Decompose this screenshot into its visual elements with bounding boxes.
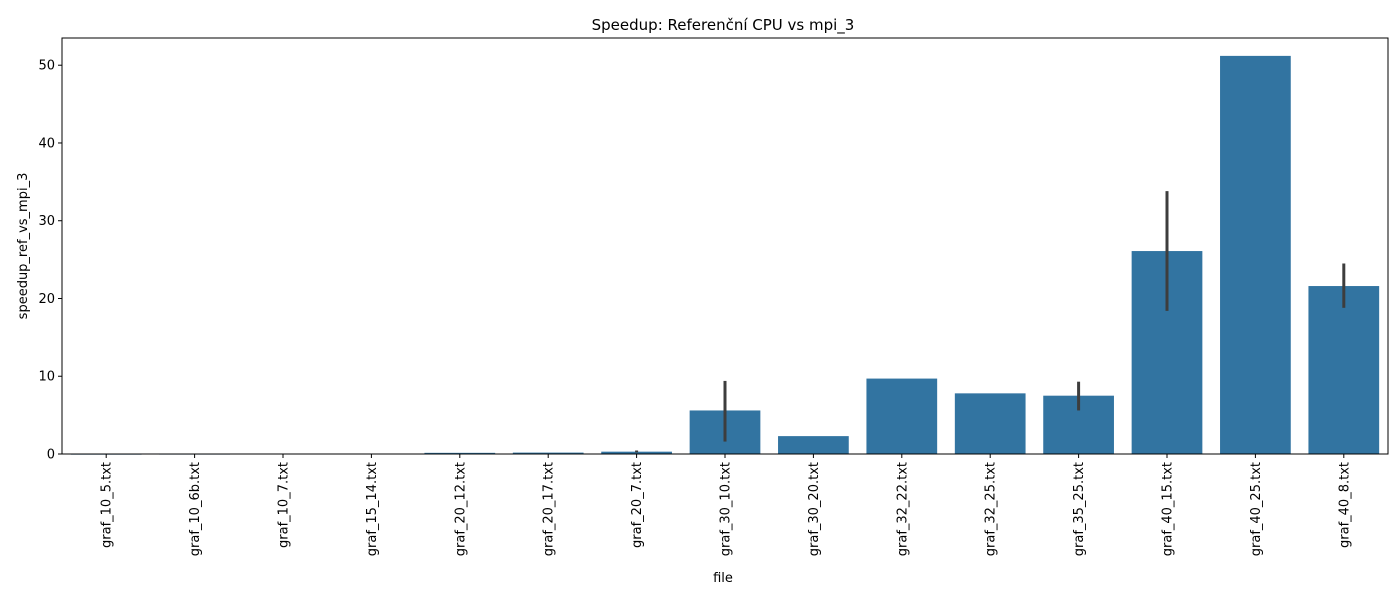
x-tick-label: graf_32_25.txt [984,462,999,556]
x-tick-label: graf_35_25.txt [1072,462,1087,556]
x-tick-label: graf_10_5.txt [100,462,115,548]
x-tick-label: graf_30_20.txt [807,462,822,556]
errorbars-group [635,191,1346,453]
bar-graf_40_8.txt [1308,286,1380,454]
y-tick-label: 10 [38,370,55,385]
bar-graf_32_25.txt [954,393,1026,454]
plot-frame [61,37,1389,455]
chart-title: Speedup: Referenční CPU vs mpi_3 [592,16,855,35]
bar-graf_20_7.txt [601,451,672,454]
y-tick-label: 40 [38,136,55,151]
x-tick-label: graf_15_14.txt [365,462,380,556]
x-axis-label: file [713,571,733,586]
bars-group [70,55,1380,455]
y-axis: 0 10 20 30 40 50 [38,59,62,463]
bar-graf_40_25.txt [1220,55,1291,454]
y-tick-label: 30 [38,214,55,229]
x-tick-label: graf_40_8.txt [1337,462,1352,548]
bar-graf_20_17.txt [512,452,584,454]
y-tick-label: 50 [38,59,55,74]
x-tick-label: graf_40_15.txt [1161,462,1176,556]
x-tick-label: graf_30_10.txt [719,462,734,556]
x-tick-label: graf_32_22.txt [895,462,910,556]
x-tick-label: graf_20_17.txt [542,462,557,556]
y-axis-label: speedup_ref_vs_mpi_3 [16,173,31,320]
y-tick-label: 0 [47,448,55,463]
bar-graf_20_12.txt [424,452,496,454]
x-tick-label: graf_40_25.txt [1249,462,1264,556]
x-axis: graf_10_5.txt graf_10_6b.txt graf_10_7.txt… [100,454,1352,556]
x-tick-label: graf_10_6b.txt [188,462,203,556]
y-tick-label: 20 [38,292,55,307]
x-tick-label: graf_20_7.txt [630,462,645,548]
x-tick-label: graf_20_12.txt [453,462,468,556]
bar-graf_32_22.txt [866,378,938,454]
bar-graf_30_20.txt [778,436,849,454]
x-tick-label: graf_10_7.txt [277,462,292,548]
